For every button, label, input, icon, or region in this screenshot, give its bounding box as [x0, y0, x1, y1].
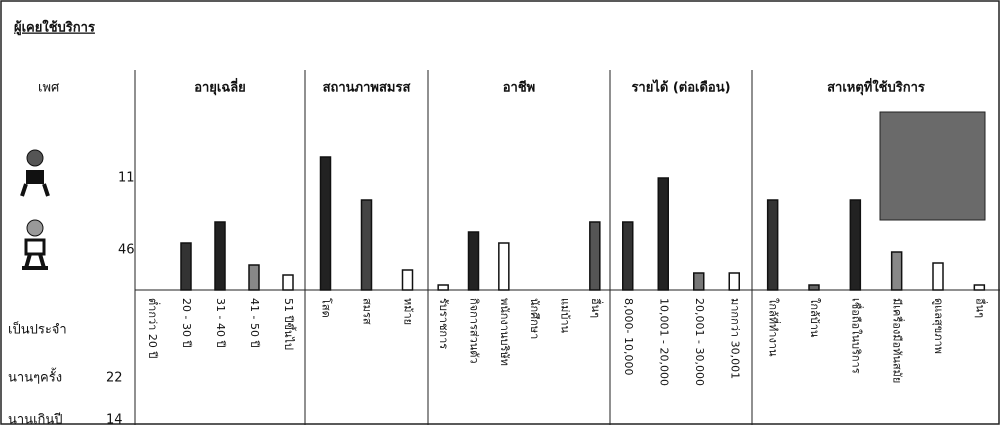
- chart-title: สาเหตุที่ใช้บริการ: [827, 78, 925, 96]
- photo: [879, 111, 986, 221]
- category-label: รับราชการ: [437, 298, 450, 349]
- gender-count: 11: [118, 171, 135, 186]
- category-label: 31 - 40 ปี: [214, 298, 227, 347]
- category-label: 20,001 - 30,000: [693, 298, 706, 386]
- frequency-count: 22: [106, 371, 123, 386]
- category-label: มากกว่า 30,001: [728, 298, 741, 379]
- category-label: พนักงานบริษัท: [498, 298, 511, 366]
- chart-title: อาชีพ: [503, 80, 536, 96]
- male-icon: [20, 149, 50, 197]
- bar: [693, 272, 705, 291]
- category-label: เชื่อถือในบริการ: [849, 298, 864, 374]
- category-label: 20 - 30 ปี: [180, 298, 193, 347]
- category-label: 10,001 - 20,000: [657, 298, 670, 386]
- bar: [973, 284, 986, 291]
- female-icon: [22, 219, 48, 270]
- bar: [808, 284, 820, 291]
- bar: [282, 274, 294, 291]
- bar: [498, 242, 510, 291]
- chart-title: อายุเฉลี่ย: [194, 78, 246, 96]
- category-label: สมรส: [361, 298, 374, 325]
- category-label: นักศึกษา: [528, 298, 541, 339]
- category-label: 8,000- 10,000: [622, 298, 635, 375]
- frequency-label: เป็นประจำ: [8, 320, 67, 338]
- chart-title: สถานภาพสมรส: [323, 81, 411, 96]
- bar: [932, 262, 944, 291]
- bar: [728, 272, 740, 291]
- bar: [319, 156, 332, 291]
- frequency-label: นานๆครั้ง: [8, 368, 62, 386]
- category-label: มีเครื่องมือทันสมัย: [891, 298, 906, 383]
- bar: [360, 199, 373, 291]
- category-label: ใกล้บ้าน: [808, 298, 821, 338]
- gender-label: เพศ: [38, 81, 60, 96]
- bar: [467, 231, 480, 291]
- bar: [657, 177, 669, 291]
- bar: [180, 242, 192, 291]
- frequency-count: 14: [106, 413, 123, 425]
- category-label: กิจการส่วนตัว: [468, 298, 481, 364]
- title: ผู้เคยใช้บริการ: [14, 19, 95, 36]
- category-label: 51 ปีขึ้นไป: [282, 298, 297, 350]
- category-label: ต่ำกว่า 20 ปี: [146, 298, 161, 358]
- category-label: อื่นๆ: [589, 298, 604, 318]
- category-label: โสด: [320, 298, 334, 318]
- bar: [622, 221, 634, 291]
- bar: [849, 199, 862, 291]
- bar: [214, 221, 226, 291]
- bar: [589, 221, 601, 291]
- bar: [437, 284, 449, 291]
- bar: [890, 251, 903, 291]
- bar: [248, 264, 260, 291]
- frequency-label: นานเกินปี: [8, 412, 63, 425]
- gender-count: 46: [118, 243, 135, 258]
- category-label: หม้าย: [402, 298, 415, 325]
- bar: [766, 199, 779, 291]
- bar: [401, 269, 414, 291]
- chart-title: รายได้ (ต่อเดือน): [631, 79, 730, 96]
- category-label: 41 - 50 ปี: [248, 298, 261, 347]
- category-label: แม่บ้าน: [559, 298, 572, 334]
- category-label: ดูแลสุขภาพ: [932, 298, 945, 354]
- category-label: ใกล้ที่ทำงาน: [767, 298, 782, 357]
- category-label: อื่นๆ: [973, 298, 988, 318]
